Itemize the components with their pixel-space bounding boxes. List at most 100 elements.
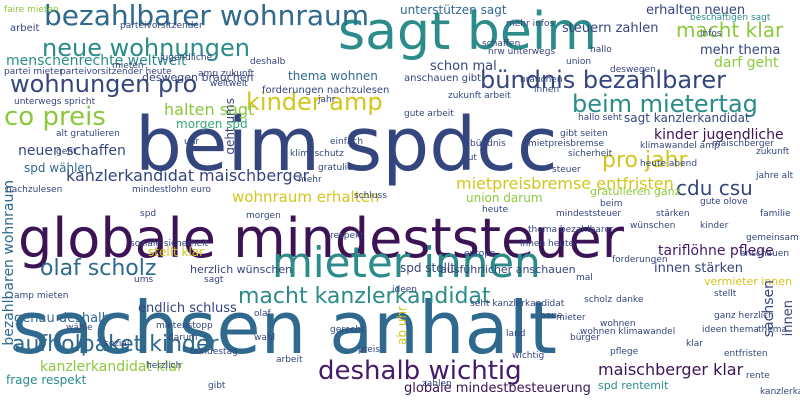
cloud-word: hallo seht: [578, 113, 623, 123]
cloud-word: soziale sicherheit: [130, 239, 209, 249]
cloud-word: gratulieren ganz: [590, 185, 681, 198]
cloud-word: mietpreisbremse: [528, 139, 605, 149]
cloud-word: olaf: [254, 309, 271, 319]
cloud-word: genau deshalb: [14, 311, 110, 326]
cloud-word: gerecht: [330, 325, 365, 335]
cloud-word: aufholpaket kinder: [12, 332, 219, 357]
cloud-word: jahre alt: [756, 171, 794, 181]
cloud-word: sagt kanzlerkandidat: [624, 111, 750, 125]
cloud-word: gute olove: [700, 197, 748, 207]
cloud-word: wichtig: [512, 351, 545, 361]
cloud-word: herzlich: [146, 361, 182, 371]
cloud-word: mieter innen: [272, 238, 541, 287]
cloud-word: gemeinsam: [746, 233, 799, 243]
cloud-word: heute: [482, 205, 509, 215]
cloud-word: kanzlerkandidat: [760, 387, 800, 397]
cloud-word: globale mindeststeuer: [18, 207, 624, 270]
cloud-word: anschauen: [740, 249, 790, 259]
cloud-word: wähle: [66, 323, 93, 333]
cloud-word: entfristen: [724, 349, 768, 359]
cloud-word: seht kanzlerkandidat: [470, 299, 565, 309]
cloud-word: parteivorsitzender: [120, 21, 203, 31]
cloud-word: respekt: [330, 231, 364, 241]
cloud-word: preis: [358, 345, 380, 355]
cloud-word: olaf scholz: [40, 256, 157, 281]
cloud-word: alt gratulieren: [56, 129, 120, 139]
cloud-word: rente: [746, 371, 770, 381]
cloud-word: wohnraum erhalten: [232, 188, 380, 206]
cloud-word: kinder: [700, 221, 729, 231]
cloud-word: deswegen brauchen: [142, 71, 254, 84]
cloud-word: bundestag: [190, 347, 238, 357]
cloud-word: neuen schaffen: [18, 143, 126, 159]
cloud-word: jugendliche: [160, 53, 213, 63]
cloud-word: innen heute: [520, 239, 575, 249]
cloud-word: sagt beim: [338, 2, 597, 62]
cloud-word: mehr: [298, 175, 322, 185]
cloud-word: amp zukunft: [198, 69, 255, 79]
cloud-word: beim: [600, 199, 623, 209]
cloud-word: mietpreisbremse entfristen: [456, 174, 674, 193]
cloud-word: thema: [758, 325, 788, 335]
cloud-word: europa: [464, 249, 496, 259]
cloud-word: land: [506, 329, 526, 339]
cloud-word: maischberger klar: [598, 360, 744, 379]
cloud-word: deshalb wichtig: [318, 356, 522, 386]
cloud-word: mal: [576, 273, 593, 283]
cloud-word: menschenrechte weltweit: [6, 53, 187, 69]
cloud-word: kinder jugendliche: [654, 127, 784, 143]
cloud-word: kinder amp: [246, 88, 383, 116]
cloud-word: herzlich wünschen: [190, 263, 293, 276]
cloud-word: danke: [616, 295, 644, 305]
cloud-word: zahlen: [422, 379, 452, 389]
cloud-word: darum: [168, 333, 198, 343]
cloud-word: gibt: [208, 381, 226, 391]
cloud-word: wohnen klimawandel: [580, 327, 676, 337]
cloud-word: parteivorsitzender heute: [60, 67, 172, 77]
cloud-word: unterstützen sagt: [400, 3, 507, 17]
cloud-word: mieten: [112, 61, 144, 71]
cloud-word: wohnen: [600, 319, 636, 329]
cloud-word: cdu csu: [676, 176, 753, 200]
cloud-word: steuer: [552, 165, 581, 175]
cloud-word: wohnungen pro: [10, 70, 198, 98]
cloud-word: ganz herzlich: [714, 311, 774, 321]
cloud-word: stellt klar: [148, 245, 205, 259]
cloud-word: macht klar: [676, 18, 784, 42]
cloud-word: schluss: [354, 191, 387, 201]
cloud-word: co preis: [4, 102, 106, 132]
cloud-word: wünschen: [630, 221, 676, 231]
cloud-word: partei mieter: [4, 67, 63, 77]
cloud-word: mietenstopp: [156, 321, 213, 331]
cloud-word: bündnis bezahlbarer: [480, 66, 726, 94]
cloud-word: weltweit: [210, 79, 248, 89]
cloud-word: spd wählen: [24, 161, 93, 175]
cloud-word: infos: [700, 29, 722, 39]
cloud-word: stärken: [656, 209, 690, 219]
cloud-word: deshalb: [250, 57, 286, 67]
cloud-word: pflege: [610, 347, 639, 357]
cloud-word: bündnis: [470, 139, 506, 149]
cloud-word: brauchen: [520, 75, 563, 85]
cloud-word: zukunft arbeit: [448, 91, 511, 101]
cloud-word: hallo: [590, 45, 612, 55]
cloud-word: scholz: [584, 295, 613, 305]
cloud-word: klimaschutz: [290, 149, 344, 159]
cloud-word: mehr thema: [700, 43, 781, 58]
cloud-word: morgen: [246, 211, 281, 221]
cloud-word: ideen: [392, 285, 417, 295]
cloud-word: arbeit: [276, 355, 303, 365]
cloud-word: maischberger: [712, 139, 774, 149]
cloud-word: forderungen nachzulesen: [262, 85, 390, 96]
cloud-word: neue: [540, 311, 563, 321]
cloud-word: tariflöhne pflege: [658, 243, 774, 259]
cloud-word: unterwegs spricht: [14, 97, 96, 107]
cloud-word: ab uhr: [395, 306, 409, 345]
cloud-word: gut: [462, 153, 477, 163]
cloud-word: sozial: [104, 339, 130, 349]
cloud-word: faire mieten: [4, 5, 59, 15]
cloud-word: steuern zahlen: [562, 21, 659, 36]
cloud-word: spd: [140, 209, 157, 219]
cloud-word: klimawandel amp: [640, 141, 720, 151]
